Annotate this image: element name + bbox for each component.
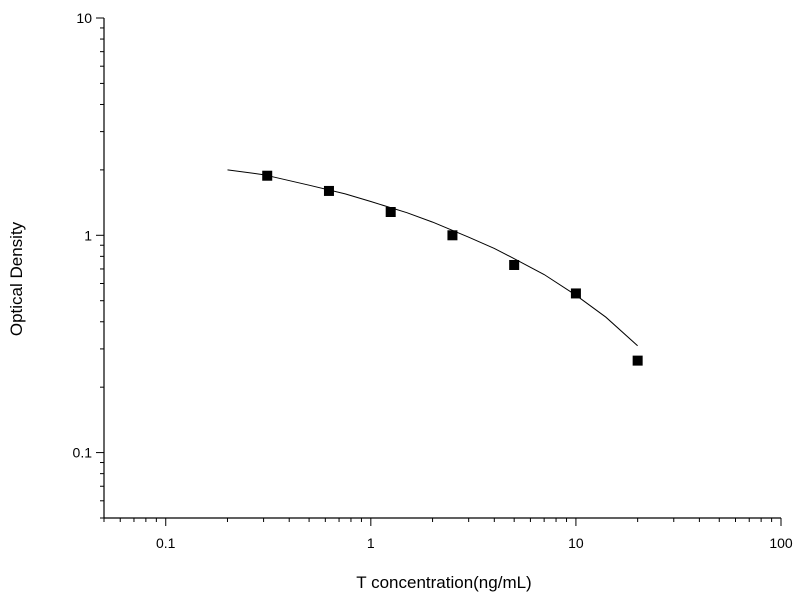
plot-area: 0.1 1 10 100 0.1 1 10	[73, 10, 793, 551]
data-point-marker	[262, 170, 273, 181]
y-tick-label: 10	[76, 10, 92, 26]
x-axis-title: T concentration(ng/mL)	[356, 573, 531, 592]
data-point-marker	[632, 355, 643, 366]
x-tick-label: 1	[367, 535, 375, 551]
data-point-marker	[323, 185, 334, 196]
y-tick-label: 0.1	[73, 445, 93, 461]
y-tick-label: 1	[84, 227, 92, 243]
data-point-marker	[447, 230, 458, 241]
x-tick-label: 10	[568, 535, 584, 551]
data-point-marker	[509, 259, 520, 270]
y-axis-title: Optical Density	[7, 221, 26, 336]
fit-curve	[227, 169, 638, 347]
data-point-marker	[385, 206, 396, 217]
x-tick-label: 100	[769, 535, 793, 551]
data-point-marker	[570, 288, 581, 299]
x-tick-label: 0.1	[156, 535, 176, 551]
